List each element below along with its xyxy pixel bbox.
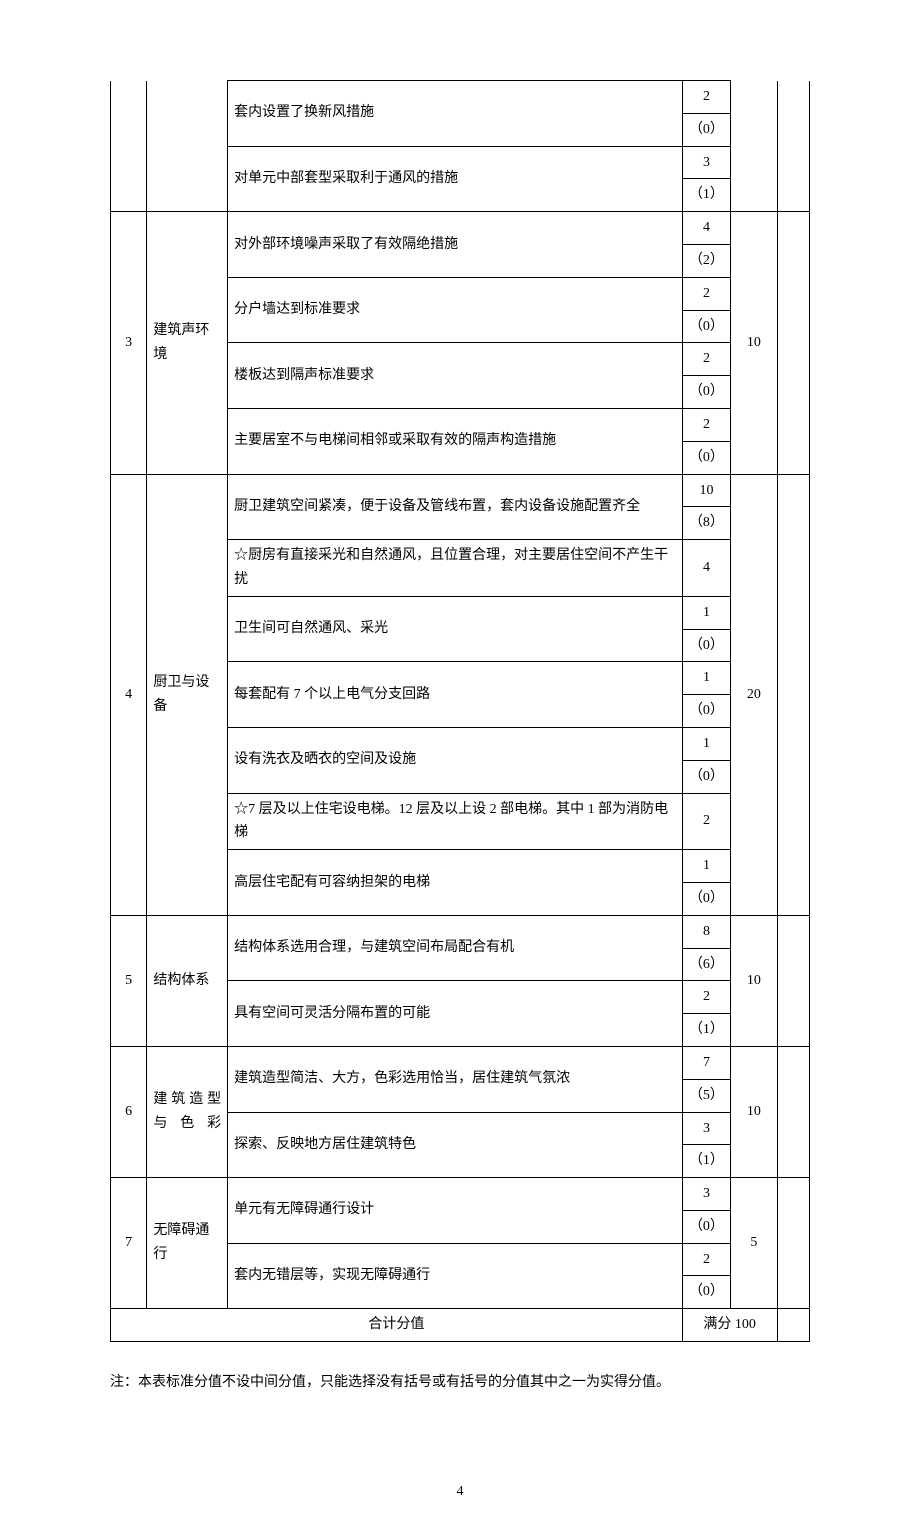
score-value: 1 bbox=[682, 596, 730, 629]
score-value: 3 bbox=[682, 1112, 730, 1145]
score-value: （1） bbox=[682, 1014, 730, 1047]
blank-cell bbox=[777, 212, 809, 474]
row-number: 5 bbox=[111, 915, 147, 1046]
score-value: 1 bbox=[682, 662, 730, 695]
table-row: 5结构体系结构体系选用合理，与建筑空间布局配合有机810 bbox=[111, 915, 810, 948]
total-score bbox=[731, 81, 777, 212]
criteria-desc: ☆7 层及以上住宅设电梯。12 层及以上设 2 部电梯。其中 1 部为消防电梯 bbox=[228, 793, 683, 850]
blank-cell bbox=[777, 915, 809, 1046]
score-value: 7 bbox=[682, 1046, 730, 1079]
category-name: 无障碍通行 bbox=[147, 1178, 228, 1309]
criteria-desc: 探索、反映地方居住建筑特色 bbox=[228, 1112, 683, 1178]
score-value: （0） bbox=[682, 310, 730, 343]
score-value: 4 bbox=[682, 212, 730, 245]
footer-row: 合计分值满分 100 bbox=[111, 1309, 810, 1342]
table-row: 4厨卫与设备厨卫建筑空间紧凑，便于设备及管线布置，套内设备设施配置齐全1020 bbox=[111, 474, 810, 507]
criteria-desc: 设有洗衣及晒衣的空间及设施 bbox=[228, 727, 683, 793]
blank-cell bbox=[777, 81, 809, 212]
criteria-desc: 高层住宅配有可容纳担架的电梯 bbox=[228, 850, 683, 916]
total-score: 20 bbox=[731, 474, 777, 915]
blank-cell bbox=[777, 474, 809, 915]
score-value: （0） bbox=[682, 695, 730, 728]
score-value: （0） bbox=[682, 882, 730, 915]
score-value: （1） bbox=[682, 1145, 730, 1178]
score-value: 8 bbox=[682, 915, 730, 948]
row-number bbox=[111, 81, 147, 212]
score-value: （0） bbox=[682, 113, 730, 146]
row-number: 4 bbox=[111, 474, 147, 915]
row-number: 6 bbox=[111, 1046, 147, 1177]
score-value: 2 bbox=[682, 81, 730, 114]
score-value: （6） bbox=[682, 948, 730, 981]
score-value: 2 bbox=[682, 793, 730, 850]
criteria-desc: 单元有无障碍通行设计 bbox=[228, 1178, 683, 1244]
category-name bbox=[147, 81, 228, 212]
criteria-desc: 厨卫建筑空间紧凑，便于设备及管线布置，套内设备设施配置齐全 bbox=[228, 474, 683, 540]
footer-total: 满分 100 bbox=[682, 1309, 777, 1342]
table-row: 6建筑造型与色彩建筑造型简洁、大方，色彩选用恰当，居住建筑气氛浓710 bbox=[111, 1046, 810, 1079]
criteria-desc: 主要居室不与电梯间相邻或采取有效的隔声构造措施 bbox=[228, 408, 683, 474]
score-value: （5） bbox=[682, 1079, 730, 1112]
score-value: 10 bbox=[682, 474, 730, 507]
score-value: （0） bbox=[682, 376, 730, 409]
blank-cell bbox=[777, 1046, 809, 1177]
score-value: 2 bbox=[682, 343, 730, 376]
score-value: （0） bbox=[682, 1276, 730, 1309]
criteria-desc: 具有空间可灵活分隔布置的可能 bbox=[228, 981, 683, 1047]
total-score: 10 bbox=[731, 915, 777, 1046]
total-score: 10 bbox=[731, 1046, 777, 1177]
table-row: 3建筑声环境对外部环境噪声采取了有效隔绝措施410 bbox=[111, 212, 810, 245]
score-value: （0） bbox=[682, 760, 730, 793]
score-value: 1 bbox=[682, 850, 730, 883]
score-value: 4 bbox=[682, 540, 730, 597]
score-value: （0） bbox=[682, 629, 730, 662]
criteria-desc: 建筑造型简洁、大方，色彩选用恰当，居住建筑气氛浓 bbox=[228, 1046, 683, 1112]
blank-cell bbox=[777, 1178, 809, 1309]
category-name: 厨卫与设备 bbox=[147, 474, 228, 915]
score-value: 2 bbox=[682, 1243, 730, 1276]
table-note: 注：本表标准分值不设中间分值，只能选择没有括号或有括号的分值其中之一为实得分值。 bbox=[110, 1372, 810, 1394]
score-value: 3 bbox=[682, 1178, 730, 1211]
score-value: 3 bbox=[682, 146, 730, 179]
criteria-desc: 套内无错层等，实现无障碍通行 bbox=[228, 1243, 683, 1309]
score-value: 2 bbox=[682, 408, 730, 441]
category-name: 建筑声环境 bbox=[147, 212, 228, 474]
table-row: 套内设置了换新风措施2 bbox=[111, 81, 810, 114]
scoring-table: 套内设置了换新风措施2（0）对单元中部套型采取利于通风的措施3（1）3建筑声环境… bbox=[110, 80, 810, 1342]
score-value: 1 bbox=[682, 727, 730, 760]
total-score: 10 bbox=[731, 212, 777, 474]
criteria-desc: 套内设置了换新风措施 bbox=[228, 81, 683, 147]
row-number: 3 bbox=[111, 212, 147, 474]
criteria-desc: 对单元中部套型采取利于通风的措施 bbox=[228, 146, 683, 212]
row-number: 7 bbox=[111, 1178, 147, 1309]
score-value: （8） bbox=[682, 507, 730, 540]
criteria-desc: 分户墙达到标准要求 bbox=[228, 277, 683, 343]
criteria-desc: 对外部环境噪声采取了有效隔绝措施 bbox=[228, 212, 683, 278]
table-row: 7无障碍通行单元有无障碍通行设计35 bbox=[111, 1178, 810, 1211]
score-value: 2 bbox=[682, 981, 730, 1014]
score-value: （0） bbox=[682, 441, 730, 474]
score-value: （1） bbox=[682, 179, 730, 212]
category-name: 结构体系 bbox=[147, 915, 228, 1046]
criteria-desc: 每套配有 7 个以上电气分支回路 bbox=[228, 662, 683, 728]
category-name: 建筑造型与色彩 bbox=[147, 1046, 228, 1177]
score-value: 2 bbox=[682, 277, 730, 310]
score-value: （0） bbox=[682, 1210, 730, 1243]
page-number: 4 bbox=[110, 1484, 810, 1500]
criteria-desc: ☆厨房有直接采光和自然通风，且位置合理，对主要居住空间不产生干扰 bbox=[228, 540, 683, 597]
criteria-desc: 卫生间可自然通风、采光 bbox=[228, 596, 683, 662]
criteria-desc: 楼板达到隔声标准要求 bbox=[228, 343, 683, 409]
score-value: （2） bbox=[682, 244, 730, 277]
footer-label: 合计分值 bbox=[111, 1309, 683, 1342]
total-score: 5 bbox=[731, 1178, 777, 1309]
criteria-desc: 结构体系选用合理，与建筑空间布局配合有机 bbox=[228, 915, 683, 981]
